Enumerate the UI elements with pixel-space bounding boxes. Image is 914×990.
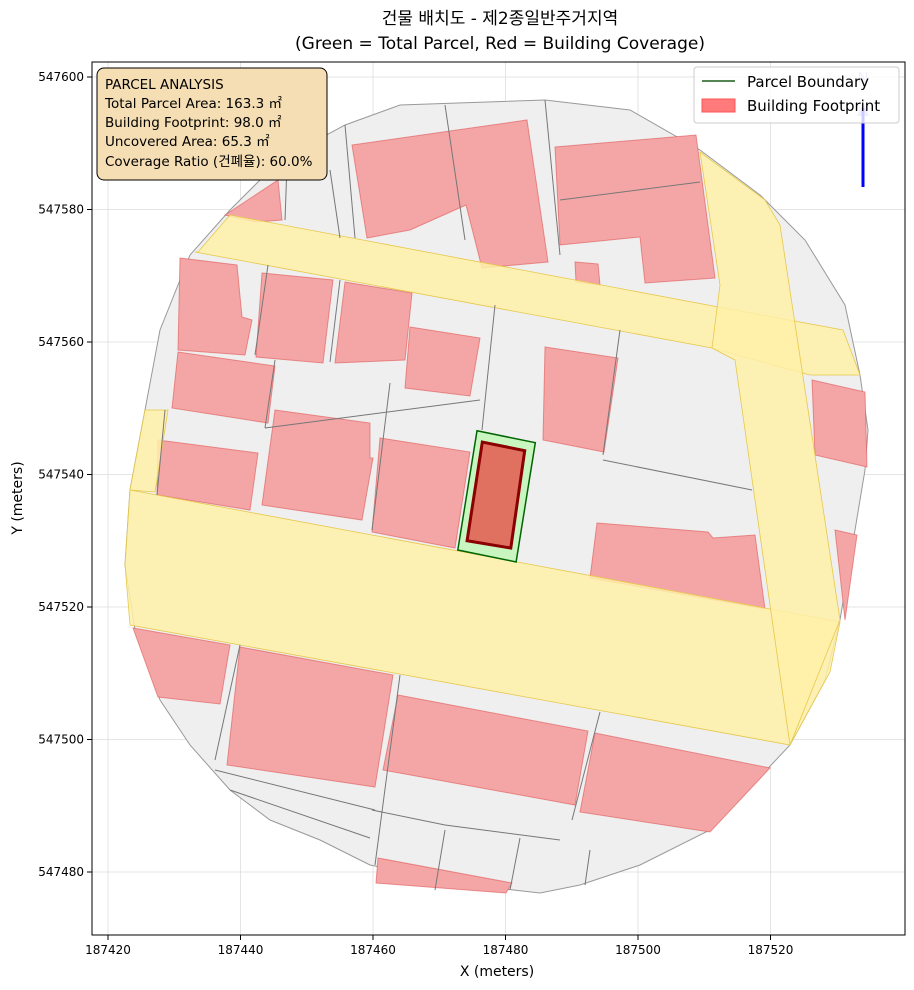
info-line: Building Footprint: 98.0 ㎡	[105, 115, 282, 131]
lot-line	[156, 409, 166, 496]
y-tick-label: 547600	[38, 70, 84, 84]
x-tick-label: 187440	[218, 943, 264, 957]
context-building	[177, 257, 253, 356]
lot-line	[254, 264, 269, 356]
legend: Parcel Boundary Building Footprint	[693, 66, 900, 124]
lot-line	[214, 769, 376, 811]
y-tick-label: 547520	[38, 600, 84, 614]
axis-ticks: 187420 187440 187460 187480 187500 187520 5476…	[38, 70, 793, 957]
lot-line	[214, 644, 241, 761]
road	[129, 409, 169, 493]
lot-line	[602, 329, 621, 456]
context-building	[226, 646, 394, 788]
info-box: PARCEL ANALYSIS Total Parcel Area: 163.3…	[96, 67, 328, 181]
context-building	[542, 346, 619, 453]
info-title: PARCEL ANALYSIS	[105, 77, 224, 93]
info-line: Coverage Ratio (건폐율): 60.0%	[105, 154, 313, 170]
building-footprint	[465, 440, 527, 550]
context-building	[554, 134, 716, 284]
lot-line	[571, 711, 601, 821]
y-axis-label: Y (meters)	[10, 461, 26, 535]
lot-line	[481, 304, 496, 431]
title-line-1: 건물 배치도 - 제2종일반주거지역	[382, 9, 618, 29]
x-tick-label: 187520	[748, 943, 794, 957]
y-tick-label: 547500	[38, 733, 84, 747]
lot-line	[444, 824, 561, 841]
legend-patch-icon	[701, 98, 736, 113]
lot-line	[374, 674, 401, 866]
lot-line	[329, 279, 341, 363]
lot-line	[344, 124, 356, 239]
lot-line	[264, 399, 481, 429]
legend-label: Parcel Boundary	[747, 73, 869, 91]
context-building	[171, 351, 276, 424]
x-tick-label: 187420	[85, 943, 131, 957]
lot-line	[544, 99, 561, 256]
context-building	[351, 119, 549, 269]
x-tick-label: 187460	[350, 943, 396, 957]
info-line: Uncovered Area: 65.3 ㎡	[105, 134, 270, 150]
y-tick-label: 547540	[38, 468, 84, 482]
context-building	[579, 732, 771, 833]
context-building	[811, 379, 868, 468]
road	[194, 214, 861, 376]
lot-line	[371, 382, 391, 531]
context-building	[132, 627, 231, 705]
lot-line	[509, 837, 521, 891]
lot-line	[584, 849, 591, 886]
context-building	[375, 857, 513, 894]
lot-line	[559, 181, 701, 201]
context-building	[834, 529, 858, 621]
legend-label: Building Footprint	[747, 97, 880, 115]
axes-frame	[91, 61, 906, 936]
x-tick-label: 187480	[483, 943, 529, 957]
y-tick-label: 547580	[38, 203, 84, 217]
road	[699, 151, 841, 747]
y-tick-label: 547480	[38, 865, 84, 879]
lot-line	[434, 829, 446, 891]
context-building	[371, 437, 471, 549]
info-line: Total Parcel Area: 163.3 ㎡	[104, 96, 282, 112]
lot-line	[444, 104, 466, 241]
x-axis-label: X (meters)	[460, 964, 534, 980]
y-tick-label: 547560	[38, 335, 84, 349]
lot-line	[602, 459, 753, 491]
context-building	[261, 409, 374, 521]
title-line-2: (Green = Total Parcel, Red = Building Co…	[295, 34, 705, 54]
context-building	[334, 281, 413, 364]
lot-line	[264, 359, 276, 429]
context-building	[255, 272, 334, 364]
lot-line	[329, 169, 341, 239]
lot-line	[229, 789, 371, 839]
x-tick-label: 187500	[615, 943, 661, 957]
context-building	[404, 326, 481, 397]
lot-line	[371, 809, 446, 826]
context-building	[382, 694, 589, 806]
